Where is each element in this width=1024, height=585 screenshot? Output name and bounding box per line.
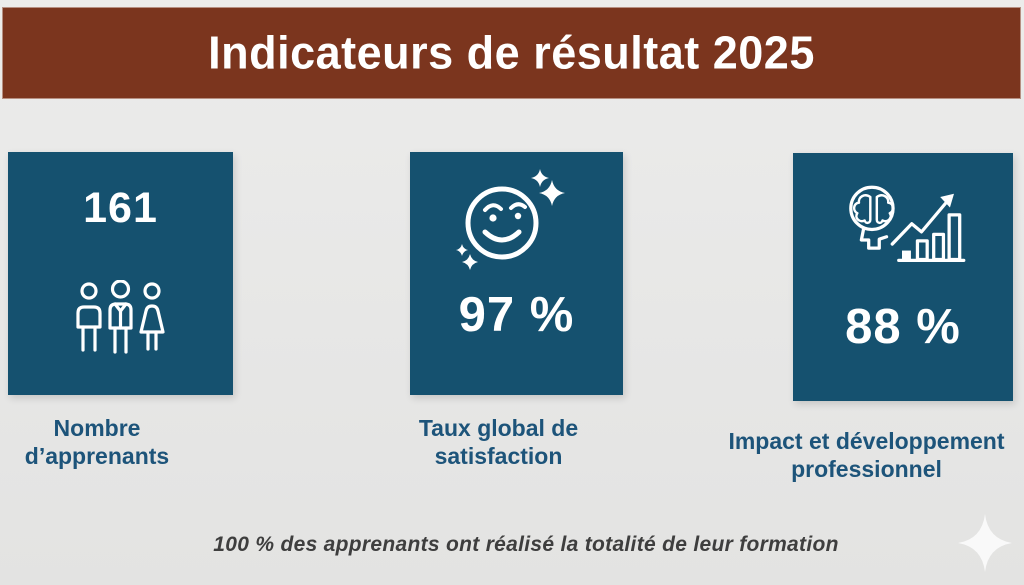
kpi-card-apprenants: 161 [8, 152, 233, 395]
kpi-label-line1: Taux global de [418, 415, 579, 441]
brain-growth-chart-icon-svg [849, 185, 966, 262]
people-group-icon-svg [76, 279, 165, 354]
kpi-label-impact: Impact et développement professionnel [725, 427, 1008, 483]
page-title: Indicateurs de résultat 2025 [208, 25, 815, 80]
kpi-label-line2: d’apprenants [24, 443, 170, 469]
kpi-label-line2: professionnel [791, 456, 942, 482]
brain-growth-chart-icon [837, 183, 967, 271]
kpi-value-apprenants: 161 [83, 184, 158, 232]
sparkle-icon [956, 512, 1014, 574]
kpi-card-satisfaction: 97 % [410, 152, 623, 395]
smiley-sparkles-icon-svg [456, 169, 565, 270]
kpi-label-satisfaction: Taux global de satisfaction [408, 414, 589, 470]
kpi-label-apprenants: Nombre d’apprenants [7, 414, 187, 470]
kpi-value-impact: 88 % [845, 300, 961, 354]
people-group-icon [68, 279, 173, 354]
kpi-label-line1: Nombre [53, 415, 141, 441]
smiley-sparkles-icon [452, 162, 578, 274]
title-banner: Indicateurs de résultat 2025 [2, 7, 1021, 99]
kpi-label-line2: satisfaction [434, 443, 563, 469]
sparkle-icon-svg [958, 514, 1012, 572]
kpi-value-satisfaction: 97 % [458, 288, 575, 342]
completion-note: 100 % des apprenants ont réalisé la tota… [213, 533, 839, 556]
kpi-label-line1: Impact et développement [728, 428, 1005, 454]
kpi-card-impact: 88 % [793, 153, 1013, 401]
